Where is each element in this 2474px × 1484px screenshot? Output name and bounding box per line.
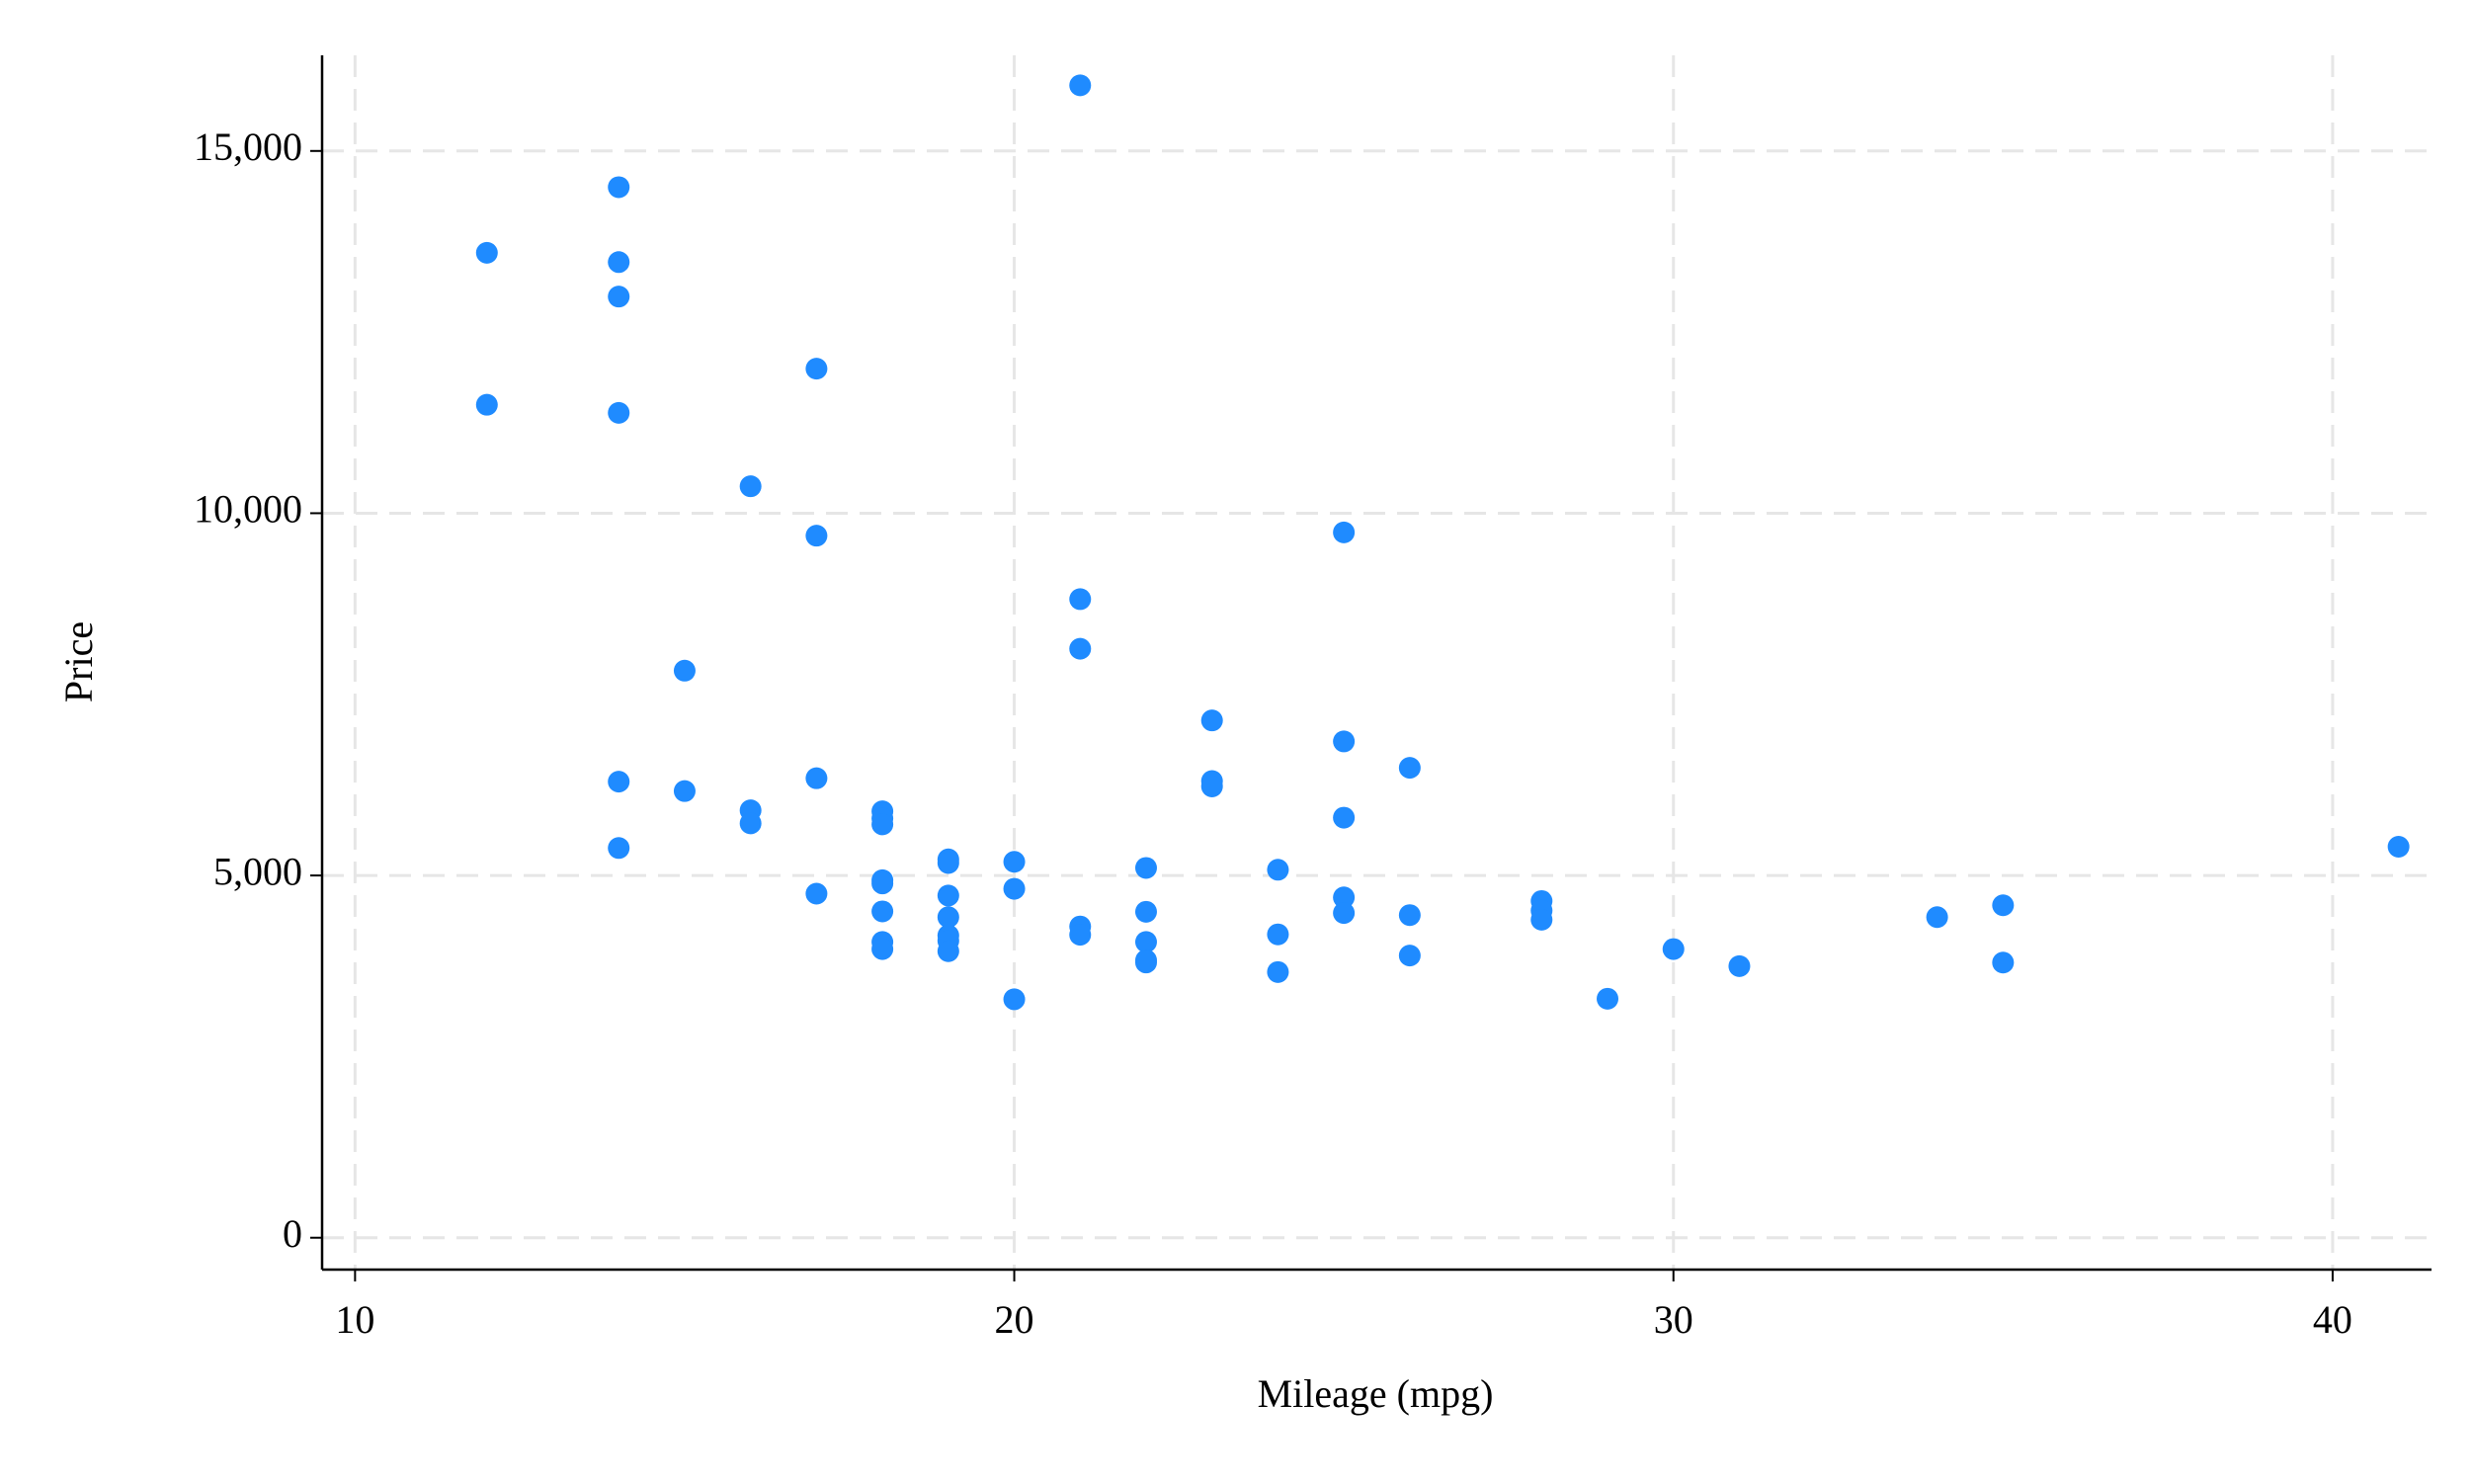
x-tick-label: 20	[995, 1297, 1034, 1342]
point	[805, 358, 828, 380]
point	[937, 884, 959, 907]
point	[1728, 954, 1751, 977]
point	[475, 393, 498, 416]
point	[871, 900, 894, 923]
point	[1333, 902, 1356, 925]
x-tick-label: 30	[1654, 1297, 1693, 1342]
point	[1200, 709, 1223, 732]
point	[608, 401, 630, 424]
point	[1069, 637, 1092, 660]
y-tick-label: 5,000	[213, 849, 302, 893]
point	[475, 241, 498, 264]
point	[608, 176, 630, 199]
point	[805, 767, 828, 789]
point	[1134, 948, 1157, 971]
point	[937, 940, 959, 962]
point	[608, 771, 630, 793]
point	[608, 286, 630, 308]
point	[1333, 886, 1356, 909]
point	[1003, 988, 1026, 1011]
x-axis-title: Mileage (mpg)	[1258, 1371, 1494, 1416]
point	[739, 812, 762, 835]
point	[871, 813, 894, 836]
point	[608, 251, 630, 274]
point	[1662, 938, 1685, 960]
point	[1200, 775, 1223, 797]
point	[871, 938, 894, 960]
point	[1333, 730, 1356, 753]
point	[1333, 806, 1356, 829]
point	[1069, 588, 1092, 611]
point	[1267, 923, 1289, 946]
point	[1398, 757, 1421, 780]
point	[2387, 835, 2410, 858]
y-tick-label: 15,000	[194, 124, 302, 169]
point	[1003, 877, 1026, 900]
point	[1003, 851, 1026, 873]
point	[1530, 908, 1553, 931]
point	[805, 525, 828, 547]
point	[1267, 859, 1289, 881]
point	[739, 475, 762, 498]
point	[1134, 931, 1157, 953]
point	[805, 882, 828, 905]
point	[608, 837, 630, 860]
point	[1134, 857, 1157, 879]
y-tick-label: 10,000	[194, 487, 302, 532]
point	[1398, 945, 1421, 967]
point	[1597, 987, 1619, 1010]
point	[1333, 521, 1356, 543]
point	[937, 906, 959, 929]
point	[1992, 894, 2015, 917]
point	[673, 659, 696, 682]
point	[1134, 900, 1157, 923]
point	[1992, 951, 2015, 974]
x-tick-label: 40	[2313, 1297, 2352, 1342]
y-axis-title: Price	[56, 621, 101, 702]
x-tick-label: 10	[335, 1297, 374, 1342]
point	[1069, 74, 1092, 97]
point	[1069, 924, 1092, 947]
point	[1926, 906, 1948, 929]
point	[871, 872, 894, 895]
point	[1267, 960, 1289, 983]
point	[673, 780, 696, 802]
y-tick-label: 0	[283, 1211, 302, 1256]
point	[1398, 904, 1421, 927]
point	[937, 852, 959, 874]
